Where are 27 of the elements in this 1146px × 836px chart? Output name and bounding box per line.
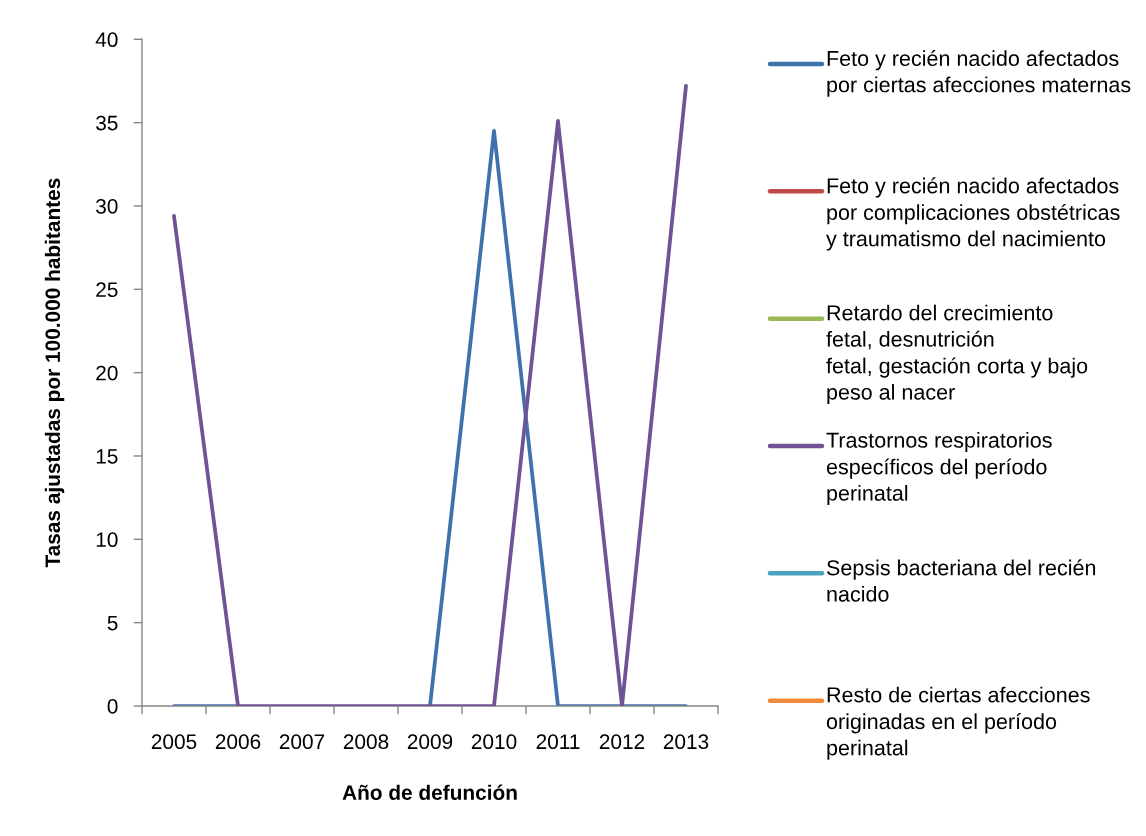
legend-label: Feto y recién nacido afectados por complicaciones obstétricas y traumatismo del nacimiento [826, 177, 1120, 251]
y-tick-label: 35 [96, 115, 118, 131]
legend-label: Resto de ciertas afecciones originadas en el período perinatal [826, 686, 1090, 760]
line-series [172, 84, 688, 706]
x-tick-label: 2009 [407, 734, 453, 750]
x-tick-label: 2012 [599, 734, 645, 750]
y-tick-label: 30 [96, 198, 118, 214]
x-tick-label: 2007 [279, 734, 325, 750]
legend-label: Retardo del crecimiento fetal, desnutrición fetal, gestación corta y bajo peso al nacer [826, 304, 1088, 405]
x-axis-title: Año de defunción [342, 784, 517, 800]
y-tick-label: 20 [96, 365, 118, 381]
x-tick-label: 2013 [663, 734, 709, 750]
x-tick-label: 2006 [215, 734, 261, 750]
legend-label: Trastornos respiratorios específicos del período perinatal [826, 432, 1052, 506]
y-axis-title: Tasas ajustadas por 100.000 habitantes [44, 178, 65, 568]
y-tick-label: 10 [96, 532, 118, 548]
y-tick-label: 0 [107, 699, 118, 714]
x-tick-label: 2008 [343, 734, 389, 750]
y-tick-label: 25 [96, 282, 118, 298]
y-tick-label: 40 [95, 32, 118, 48]
x-tick-label: 2011 [536, 734, 580, 750]
y-tick-label: 15 [96, 449, 118, 464]
legend-label: Sepsis bacteriana del recién nacido [826, 559, 1096, 602]
x-tick-label: 2010 [471, 734, 517, 750]
x-tick-label: 2005 [151, 734, 197, 750]
y-tick-label: 5 [107, 615, 118, 631]
legend-label: Feto y recién nacido afectados por ciertas afecciones maternas [827, 50, 1131, 97]
